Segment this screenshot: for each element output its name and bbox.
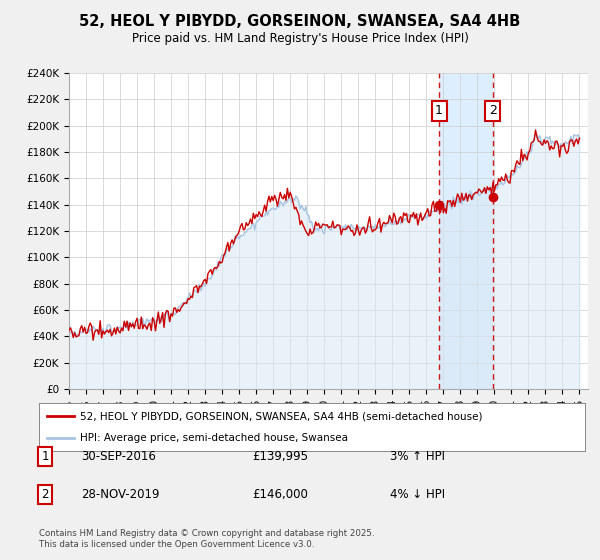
Text: 30-SEP-2016: 30-SEP-2016 — [81, 450, 156, 463]
Text: 2: 2 — [489, 104, 497, 117]
Bar — [439, 73, 493, 389]
Text: £146,000: £146,000 — [252, 488, 308, 501]
Text: 52, HEOL Y PIBYDD, GORSEINON, SWANSEA, SA4 4HB (semi-detached house): 52, HEOL Y PIBYDD, GORSEINON, SWANSEA, S… — [80, 411, 482, 421]
Text: 3% ↑ HPI: 3% ↑ HPI — [390, 450, 445, 463]
Text: Price paid vs. HM Land Registry's House Price Index (HPI): Price paid vs. HM Land Registry's House … — [131, 32, 469, 45]
Text: 2: 2 — [41, 488, 49, 501]
Text: 28-NOV-2019: 28-NOV-2019 — [81, 488, 160, 501]
Text: HPI: Average price, semi-detached house, Swansea: HPI: Average price, semi-detached house,… — [80, 433, 348, 443]
Text: Contains HM Land Registry data © Crown copyright and database right 2025.
This d: Contains HM Land Registry data © Crown c… — [39, 529, 374, 549]
Text: 52, HEOL Y PIBYDD, GORSEINON, SWANSEA, SA4 4HB: 52, HEOL Y PIBYDD, GORSEINON, SWANSEA, S… — [79, 14, 521, 29]
Text: 4% ↓ HPI: 4% ↓ HPI — [390, 488, 445, 501]
Text: 1: 1 — [435, 104, 443, 117]
Text: £139,995: £139,995 — [252, 450, 308, 463]
Text: 1: 1 — [41, 450, 49, 463]
